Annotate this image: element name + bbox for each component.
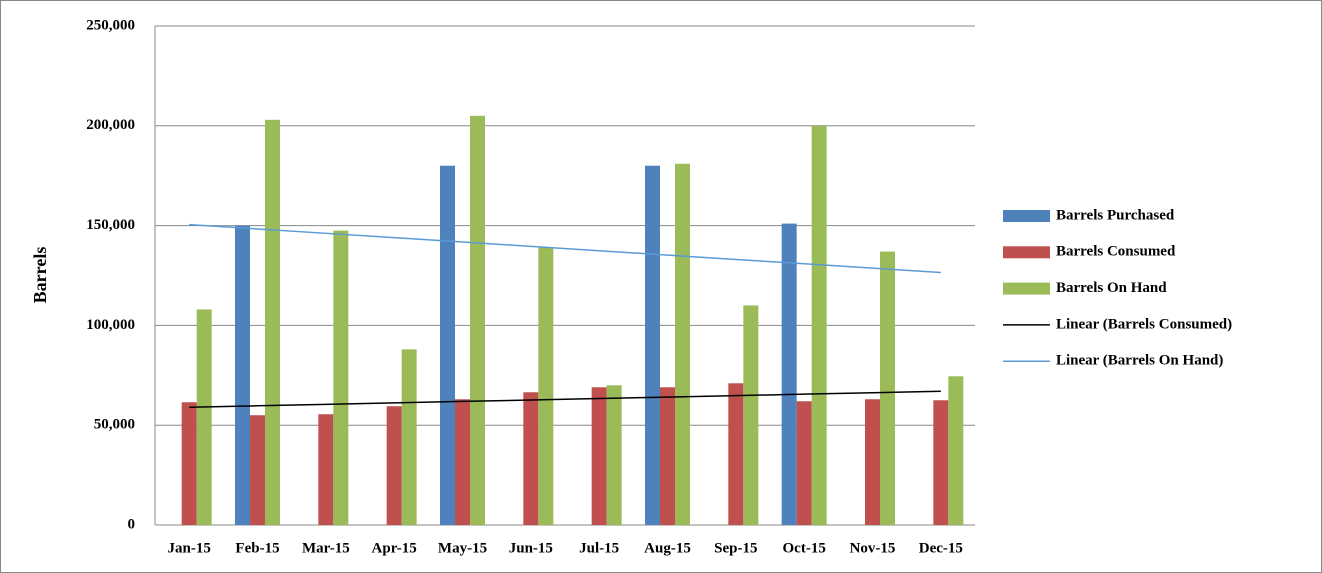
bar (250, 415, 265, 525)
y-tick-label: 150,000 (86, 217, 135, 233)
bar (606, 385, 622, 525)
bar (265, 119, 280, 525)
legend-label: Barrels Consumed (1056, 244, 1176, 260)
y-tick-label: 100,000 (86, 317, 135, 333)
legend-swatch (1003, 246, 1050, 259)
bar (470, 115, 485, 525)
y-tick-label: 0 (128, 516, 136, 532)
bar (181, 402, 197, 525)
bar (933, 400, 949, 525)
x-tick-label: Dec-15 (919, 540, 963, 556)
bar (333, 230, 349, 525)
bar (948, 376, 964, 525)
x-tick-label: Aug-15 (644, 540, 691, 556)
bar (591, 387, 607, 525)
bar (196, 309, 212, 525)
x-tick-label: Sep-15 (714, 540, 757, 556)
x-tick-label: Nov-15 (850, 540, 896, 556)
bar (743, 305, 759, 525)
x-tick-label: Mar-15 (302, 540, 350, 556)
legend-label: Barrels Purchased (1056, 207, 1175, 223)
legend-label: Linear (Barrels Consumed) (1056, 316, 1232, 332)
bar (455, 399, 470, 525)
legend-label: Linear (Barrels On Hand) (1056, 353, 1223, 369)
y-tick-label: 250,000 (86, 17, 135, 33)
y-tick-label: 200,000 (86, 117, 135, 133)
legend-label: Barrels On Hand (1056, 280, 1167, 296)
bar (401, 349, 417, 525)
bar (235, 225, 250, 525)
bar (796, 401, 812, 525)
x-tick-label: Apr-15 (372, 540, 417, 556)
bar (386, 406, 402, 525)
legend-swatch (1003, 282, 1050, 295)
x-tick-label: Jun-15 (509, 540, 553, 556)
x-tick-label: Oct-15 (783, 540, 826, 556)
trend-line (189, 223, 941, 274)
bar (538, 247, 554, 525)
x-tick-label: May-15 (438, 540, 487, 556)
bar (523, 392, 539, 525)
bar (728, 383, 744, 525)
x-tick-label: Jul-15 (579, 540, 619, 556)
y-axis-label: Barrels (30, 247, 50, 304)
x-tick-label: Jan-15 (167, 540, 210, 556)
bar (660, 387, 675, 525)
legend-swatch (1003, 210, 1050, 222)
bar (880, 251, 895, 525)
bar (318, 414, 334, 525)
bar (811, 125, 827, 526)
x-tick-label: Feb-15 (235, 540, 279, 556)
bar (440, 165, 455, 525)
bar (675, 163, 690, 525)
trend-line (189, 390, 941, 408)
y-tick-label: 50,000 (94, 417, 135, 433)
bar (781, 223, 797, 525)
bar (645, 165, 660, 525)
bar (865, 399, 880, 525)
